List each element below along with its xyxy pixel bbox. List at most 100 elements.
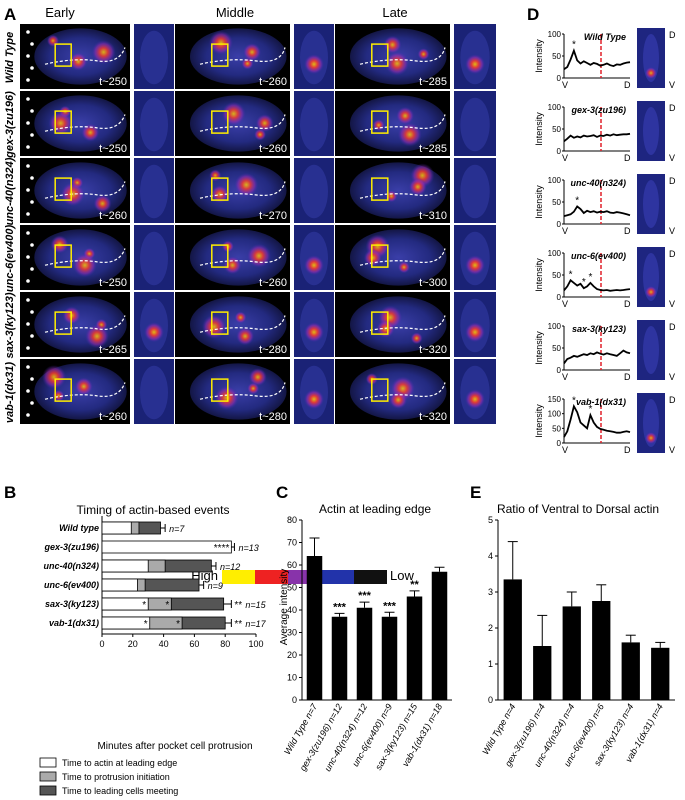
y-tick-label: 4 (488, 551, 493, 561)
sig-star: * (142, 600, 146, 611)
micrograph-tile: t~250 (20, 91, 174, 156)
panel-e-title: Ratio of Ventral to Dorsal actin (497, 502, 659, 516)
x-start-label: V (562, 372, 568, 382)
time-label: t~300 (419, 277, 447, 289)
inset-bottom-label: V (669, 226, 675, 236)
bar-leading-edge (101, 559, 149, 573)
peak-star: * (588, 272, 592, 283)
panel-b-title: Timing of actin-based events (77, 503, 230, 517)
y-tick-label: 50 (552, 52, 561, 61)
micrograph-tile: t~260 (20, 158, 174, 223)
x-start-label: V (562, 153, 568, 163)
intensity-line (563, 205, 631, 217)
y-tick-label: 0 (488, 695, 493, 705)
bar (381, 616, 398, 700)
y-tick-label: 50 (552, 125, 561, 134)
micrograph-tile: t~320 (335, 359, 496, 424)
panel-c-bar-chart: Actin at leading edge Average intensity … (279, 502, 452, 773)
y-tick-label: 0 (292, 695, 297, 705)
plot-title: Wild Type (584, 32, 626, 42)
y-tick-label: 100 (548, 30, 562, 39)
n-label: n=15 (245, 600, 266, 610)
time-label: t~280 (259, 411, 287, 423)
panel-a-micrographs: Early Middle Late Wild Type t~250 t~260 t~285 g… (4, 5, 496, 424)
sig-star: * (144, 619, 148, 630)
time-label: t~310 (419, 210, 447, 222)
time-label: t~260 (99, 411, 127, 423)
time-label: t~260 (259, 76, 287, 88)
y-axis-label: Intensity (534, 258, 544, 292)
x-end-label: D (624, 372, 631, 382)
row-label: Wild Type (4, 32, 16, 83)
scale-swatch (255, 570, 288, 584)
y-tick-label: 2 (488, 623, 493, 633)
micrograph-tile: t~260 (175, 91, 334, 156)
time-label: t~260 (259, 277, 287, 289)
micrograph-tile: t~270 (175, 158, 334, 223)
panel-b-xlabel: Minutes after pocket cell protrusion (97, 741, 252, 752)
y-tick-label: 30 (287, 628, 297, 638)
column-header-late: Late (382, 5, 407, 20)
y-tick-label: 0 (557, 220, 562, 229)
y-axis-label: Intensity (534, 112, 544, 146)
timing-row: gex-3(zu196) **** n=13 (43, 540, 259, 554)
y-tick-label: 40 (287, 605, 297, 615)
column-header-middle: Middle (216, 5, 254, 20)
scale-swatch (321, 570, 354, 584)
inset-top-label: D (669, 249, 676, 259)
panel-label-c: C (276, 483, 288, 502)
panel-label-d: D (527, 5, 539, 24)
time-label: t~250 (99, 76, 127, 88)
y-tick-label: 50 (552, 344, 561, 353)
n-label: n=13 (238, 543, 258, 553)
panel-c-ylabel: Average intensity (279, 569, 290, 646)
sig-label: *** (358, 590, 372, 602)
micrograph-tile: t~260 (20, 359, 174, 424)
time-label: t~320 (419, 411, 447, 423)
micrograph-tile: t~280 (175, 292, 334, 357)
bar-leading-edge (101, 521, 132, 535)
legend-label: Time to protrusion initiation (62, 772, 170, 782)
y-tick-label: 50 (552, 271, 561, 280)
intensity-line (563, 349, 631, 364)
peak-star: * (588, 404, 592, 415)
scale-swatch (222, 570, 255, 584)
plot-title: unc-40(n324) (570, 178, 626, 188)
inset-bottom-label: V (669, 445, 675, 455)
y-tick-label: 1 (488, 659, 493, 669)
x-end-label: D (624, 80, 631, 90)
plot-title: vab-1(dx31) (576, 397, 626, 407)
y-tick-label: 100 (548, 176, 562, 185)
peak-star: * (569, 269, 573, 280)
micrograph-tile: t~320 (335, 292, 496, 357)
time-label: t~250 (99, 277, 127, 289)
time-label: t~285 (419, 143, 447, 155)
y-tick-label: 10 (287, 673, 297, 683)
end-star: **** (214, 543, 230, 554)
inset-top-label: D (669, 103, 676, 113)
time-label: t~285 (419, 76, 447, 88)
y-axis-label: Intensity (534, 331, 544, 365)
scale-swatch (354, 570, 387, 584)
micrograph-tile: t~260 (175, 24, 334, 89)
x-end-label: D (624, 299, 631, 309)
x-start-label: V (562, 80, 568, 90)
bar (406, 596, 423, 700)
row-label: sax-3(ky123) (4, 292, 16, 358)
timing-row: vab-1(dx31) * * ** n=17 (49, 616, 267, 630)
panel-e-bar-chart: Ratio of Ventral to Dorsal actin 012345W… (480, 502, 675, 769)
row-label: gex-3(zu196) (4, 91, 16, 159)
row-label: unc-6(ev400) (44, 580, 99, 590)
y-tick-label: 100 (548, 322, 562, 331)
inset-bottom-label: V (669, 80, 675, 90)
panel-label-e: E (470, 483, 481, 502)
column-header-early: Early (45, 5, 75, 20)
y-tick-label: 3 (488, 587, 493, 597)
x-start-label: V (562, 445, 568, 455)
x-end-label: D (624, 445, 631, 455)
inset-bottom-label: V (669, 153, 675, 163)
bar-leading-edge (101, 616, 151, 630)
